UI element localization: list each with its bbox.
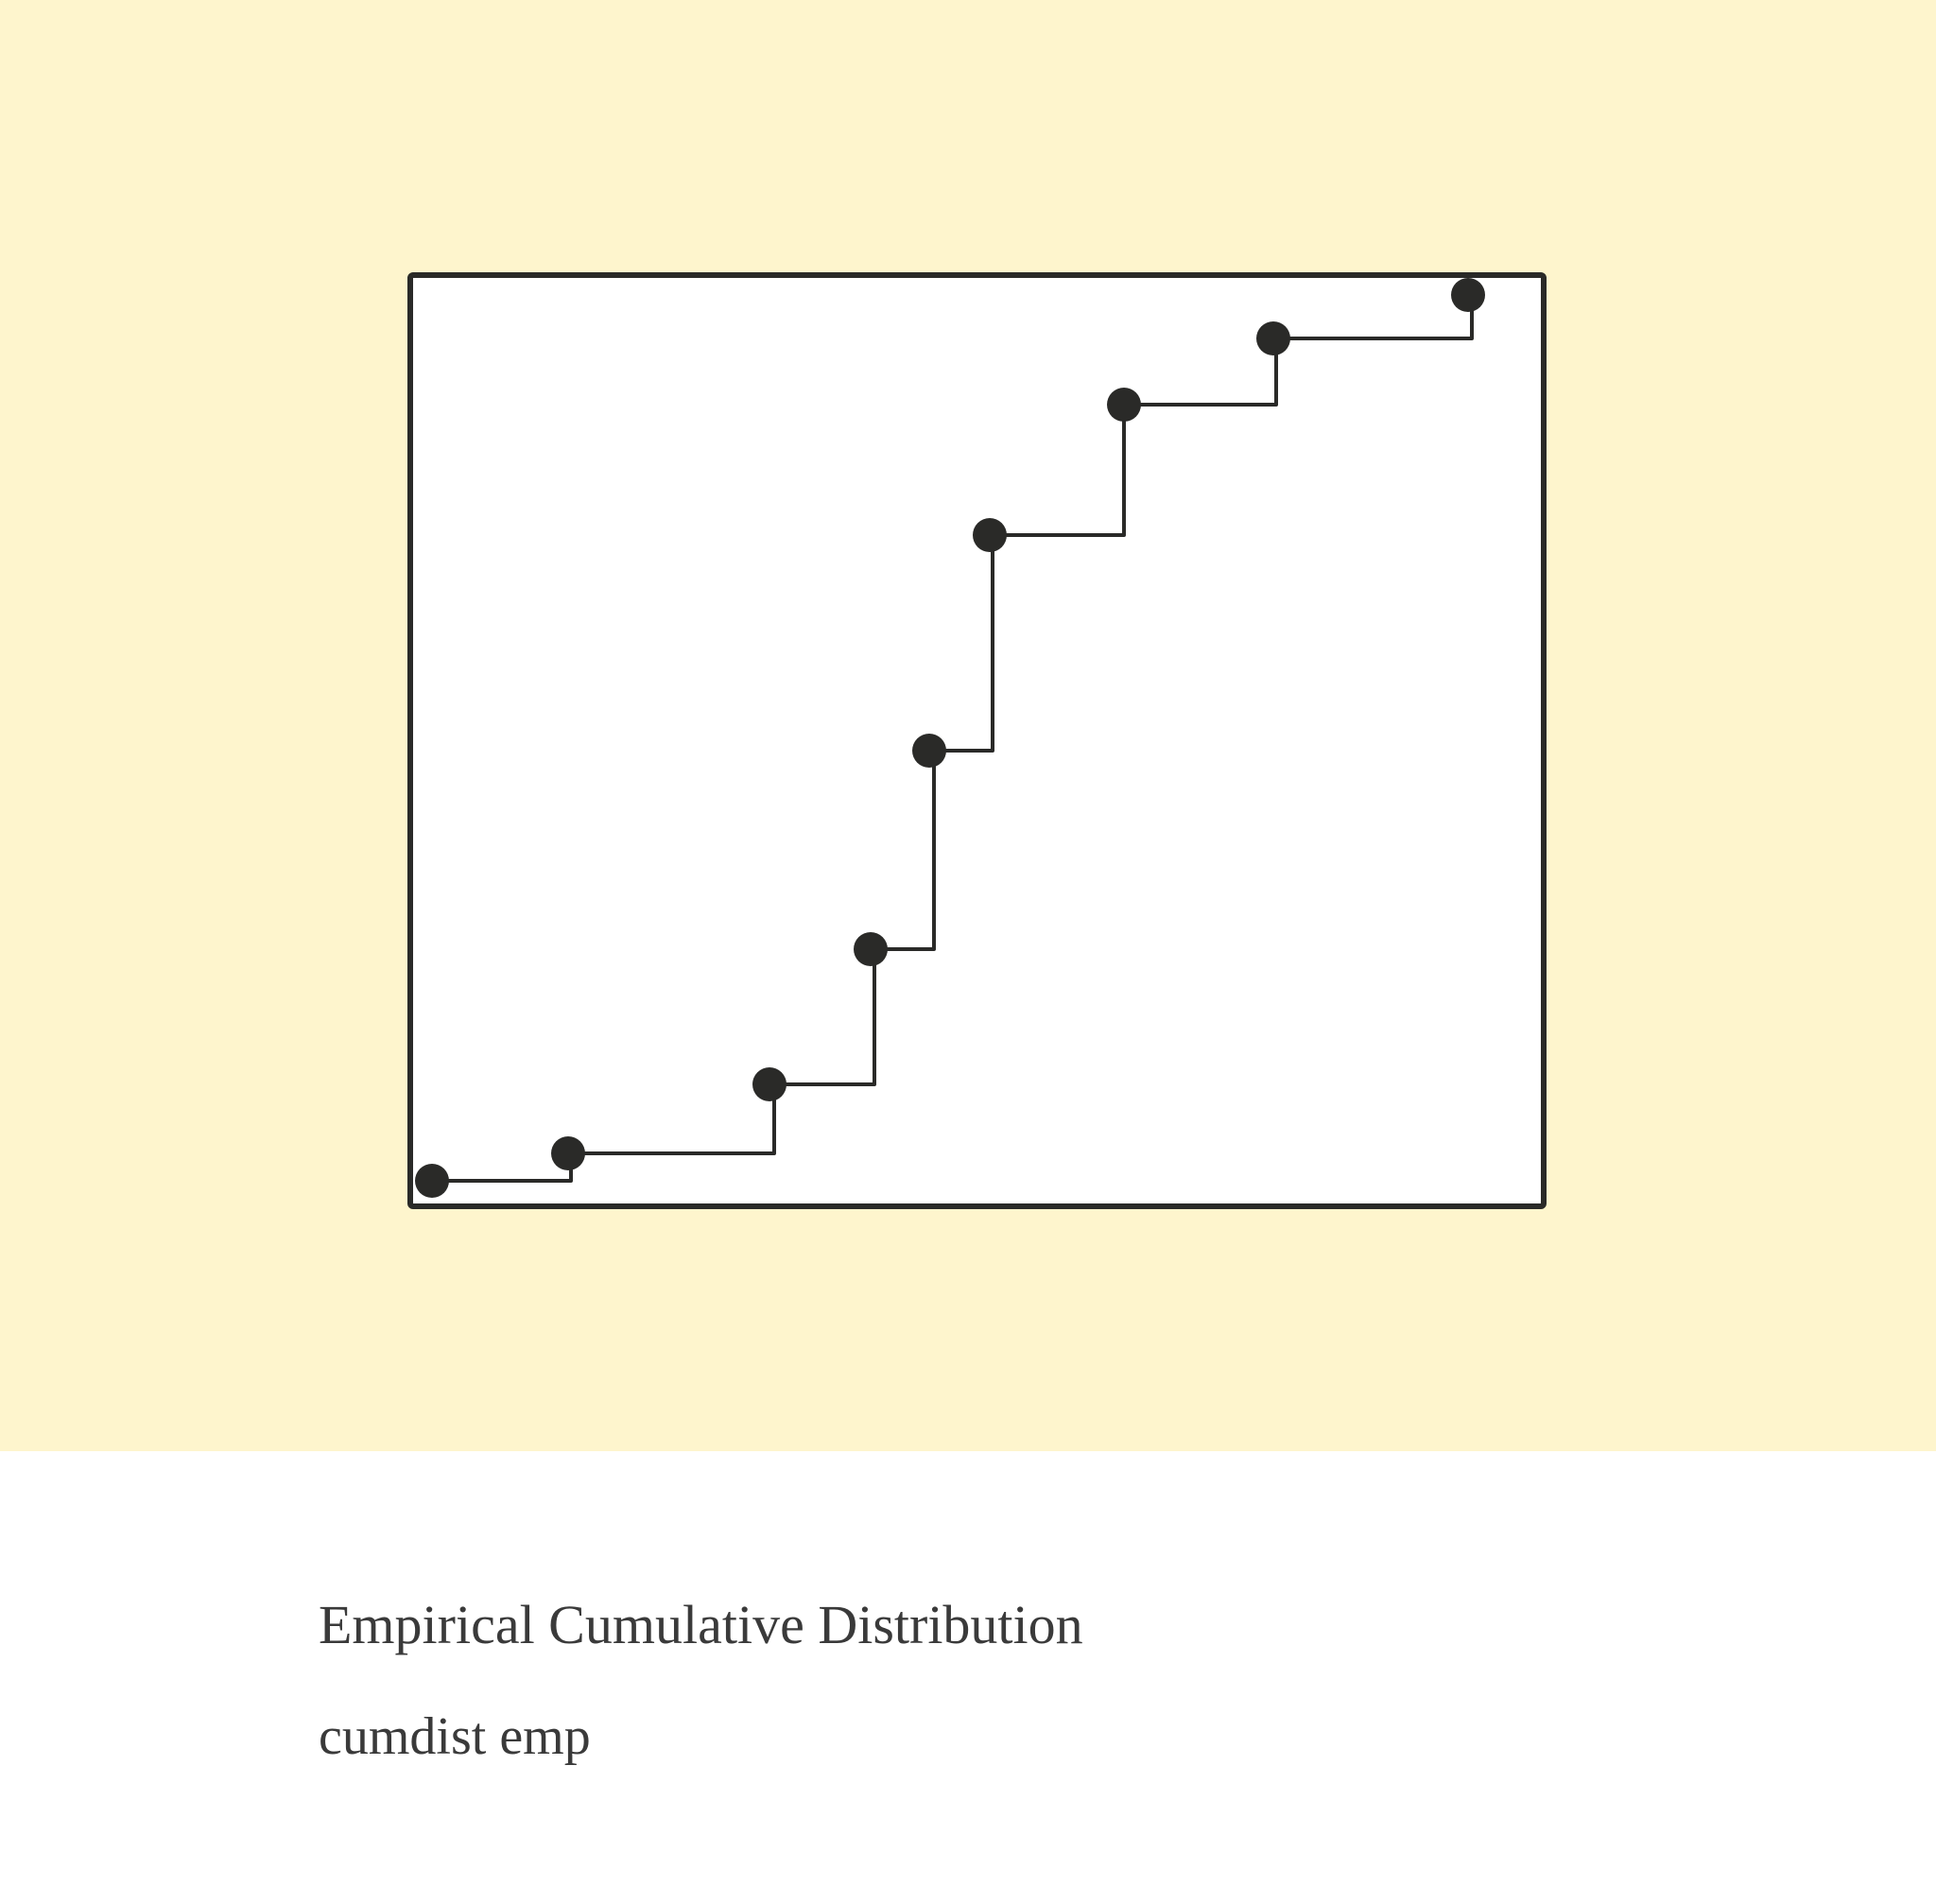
- illustration-area: [0, 0, 1936, 1451]
- step-points: [415, 278, 1485, 1198]
- point: [551, 1136, 585, 1170]
- point: [1451, 278, 1485, 312]
- point: [1107, 388, 1141, 422]
- illustration: [407, 272, 1547, 1209]
- frame: [407, 272, 1547, 1209]
- point: [912, 734, 946, 768]
- subtitle: cumdist emp: [319, 1707, 591, 1766]
- point: [854, 932, 888, 966]
- point: [1256, 321, 1290, 355]
- title: Empirical Cumulative Distribution: [319, 1594, 1083, 1655]
- point: [752, 1067, 786, 1101]
- point: [973, 518, 1007, 552]
- point: [415, 1164, 449, 1198]
